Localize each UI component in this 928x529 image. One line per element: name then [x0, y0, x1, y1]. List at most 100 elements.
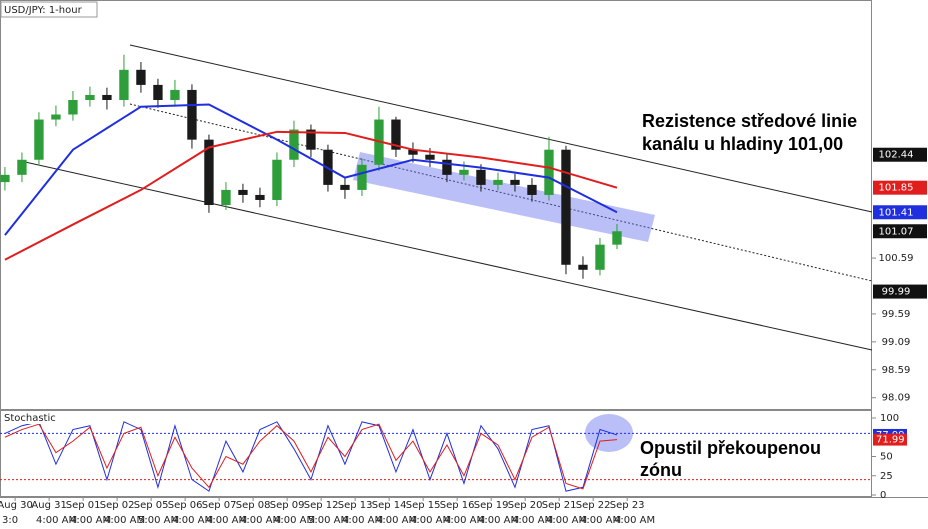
- title-box: [0, 1, 98, 18]
- candle-body: [595, 244, 605, 270]
- resistance-band: [353, 152, 655, 242]
- y-tick-label: 0: [880, 490, 886, 501]
- candle-body: [119, 69, 129, 100]
- x-tick-label: Sep 12: [304, 500, 339, 511]
- time-label: 4:00 AM: [478, 515, 519, 526]
- candle-body: [527, 184, 537, 195]
- x-tick-label: Sep 05: [134, 500, 169, 511]
- time-label: 4:00 AM: [206, 515, 247, 526]
- candle-body: [425, 154, 435, 160]
- y-tick-label: 98.09: [882, 393, 911, 404]
- x-tick-label: Sep 06: [168, 500, 203, 511]
- y-tick-label: 100: [880, 413, 899, 424]
- x-tick-label: Sep 08: [236, 500, 271, 511]
- stochastic-line: [4, 421, 618, 492]
- x-tick-label: Aug 30: [0, 500, 33, 511]
- time-label: 4:00 AM: [580, 515, 621, 526]
- candle-body: [340, 184, 350, 190]
- price-label: 101.41: [879, 207, 914, 218]
- time-label: 4:00 AM: [274, 515, 315, 526]
- time-label: 4:00 AM: [444, 515, 485, 526]
- candle-body: [17, 159, 27, 175]
- time-label: 4:00 AM: [36, 515, 77, 526]
- time-label: 4:00 AM: [240, 515, 281, 526]
- candle-body: [34, 119, 44, 160]
- y-tick-label: 25: [880, 471, 893, 482]
- x-tick-label: Sep 20: [508, 500, 543, 511]
- candle-body: [68, 99, 78, 115]
- annotation: Rezistence středové linie: [642, 111, 857, 131]
- moving-average: [4, 130, 618, 261]
- title-box: [1, 411, 71, 424]
- candle-body: [476, 169, 486, 185]
- moving-average: [4, 103, 618, 236]
- x-tick-label: Sep 23: [610, 500, 645, 511]
- y-tick-label: 100.59: [879, 253, 914, 264]
- x-tick-label: Sep 13: [338, 500, 373, 511]
- x-tick-label: Aug 31: [31, 500, 66, 511]
- stochastic-line: [4, 423, 618, 490]
- value-label: 71.99: [876, 435, 905, 446]
- y-tick-label: 99.09: [882, 337, 911, 348]
- candle-body: [221, 189, 231, 205]
- time-label: 4:00 AM: [104, 515, 145, 526]
- candle-body: [578, 264, 588, 270]
- candle-body: [136, 69, 146, 85]
- x-tick-label: Sep 22: [576, 500, 611, 511]
- price-label: 101.07: [879, 226, 914, 237]
- y-tick-label: 50: [880, 452, 893, 463]
- annotation: Opustil překoupenou: [640, 438, 821, 458]
- time-label: 4:00 AM: [172, 515, 213, 526]
- y-tick-label: 98.59: [882, 365, 911, 376]
- time-label: 5:00 AM: [138, 515, 179, 526]
- x-tick-label: Sep 01: [66, 500, 101, 511]
- time-label: 4:00 AM: [376, 515, 417, 526]
- x-tick-label: Sep 14: [372, 500, 407, 511]
- x-tick-label: Sep 09: [270, 500, 305, 511]
- price-label-box: [873, 224, 927, 239]
- channel-bottom: [24, 161, 873, 351]
- stochastic-panel: [0, 410, 872, 497]
- candle-body: [459, 169, 469, 175]
- y-tick-label: 99.59: [882, 309, 911, 320]
- x-tick-label: Sep 21: [542, 500, 577, 511]
- price-label: 102.44: [879, 150, 914, 161]
- price-label-box: [873, 284, 927, 299]
- candle-body: [510, 179, 520, 185]
- value-label-box: [873, 433, 907, 446]
- time-label: 4:00 AM: [342, 515, 383, 526]
- candle-body: [408, 149, 418, 155]
- channel-top: [129, 44, 873, 213]
- price-label: 99.99: [882, 287, 911, 298]
- candle-body: [289, 129, 299, 160]
- candle-body: [153, 84, 163, 100]
- price-label-box: [873, 180, 927, 195]
- candle-body: [255, 194, 265, 200]
- candle-body: [442, 159, 452, 175]
- candle-body: [238, 189, 248, 195]
- candle-body: [391, 119, 401, 150]
- annotation: kanálu u hladiny 101,00: [642, 134, 843, 154]
- candle-body: [561, 149, 571, 265]
- candle-body: [102, 94, 112, 100]
- time-label: 4:00 AM: [614, 515, 655, 526]
- time-label: 3:0: [2, 515, 18, 526]
- time-label: 4:00 AM: [512, 515, 553, 526]
- candle-body: [272, 159, 282, 200]
- x-tick-label: Sep 07: [202, 500, 237, 511]
- time-label: 4:00 AM: [410, 515, 451, 526]
- price-label-box: [873, 205, 927, 220]
- x-tick-label: Sep 19: [474, 500, 509, 511]
- price-label-box: [873, 147, 927, 162]
- candle-body: [493, 179, 503, 185]
- x-tick-label: Sep 02: [100, 500, 135, 511]
- candle-body: [204, 139, 214, 205]
- candle-body: [187, 89, 197, 140]
- candle-body: [306, 129, 316, 150]
- candle-body: [170, 89, 180, 100]
- candle-body: [357, 164, 367, 190]
- x-tick-label: Sep 16: [440, 500, 475, 511]
- time-label: 5:00 AM: [308, 515, 349, 526]
